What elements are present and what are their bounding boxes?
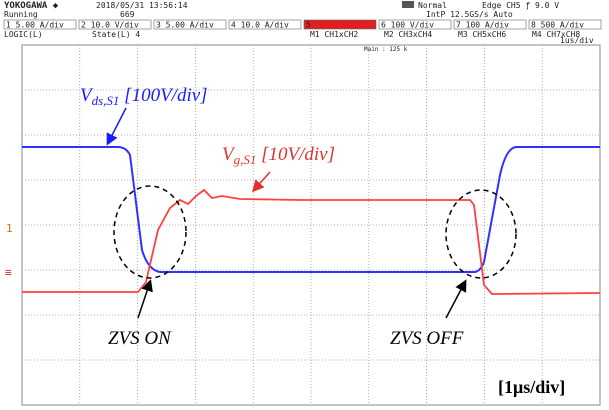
channel-setting-2: LOGIC(L) [4,30,43,39]
trigger-mode: Normal [418,1,447,10]
status: Running [4,10,38,19]
count: 669 [120,10,135,19]
channel-setting-2: State(L) 4 [92,30,140,39]
channel-setting-2: M2 CH3xCH4 [384,30,432,39]
zvs-on-label: ZVS ON [108,328,172,349]
channel-setting: 2 10.0 V/div [81,21,139,30]
vg-waveform [22,190,600,294]
channel-setting-2: M3 CH5xCH6 [458,30,506,39]
vg-label: Vg,S1 [10V/div] [222,144,335,167]
channel-setting: 3 5.00 A/div [156,21,214,30]
time-scale: [1μs/div] [498,377,565,397]
ch-marker: 1 [6,222,13,235]
zvs-off-arrow [446,282,465,318]
channel-setting: 7 100 A/div [456,21,509,30]
channel-setting: 5 [306,21,311,30]
zvs-on-arrow [138,282,150,318]
scope-screen: YOKOGAWA ◆ 2018/05/31 13:56:14 Running 6… [0,0,609,410]
channel-setting-2: M1 CH1xCH2 [310,30,358,39]
channel-setting: 6 100 V/div [381,21,434,30]
channel-setting: 4 10.0 A/div [231,21,289,30]
channel-row: 1 5.00 A/div 2 10.0 V/div 3 5.00 A/div 4 10… [4,20,601,39]
sampling: IntP 12.5GS/s Auto [426,10,513,19]
channel-setting: 8 500 A/div [531,21,584,30]
zvs-off-label: ZVS OFF [390,328,464,349]
mode-icon [402,1,414,8]
vds-arrow [108,108,126,143]
page: {"header":{"brand":"YOKOGAWA ◆","datetim… [0,0,609,410]
channel-setting: 1 5.00 A/div [6,21,64,30]
timebase: 1us/div [560,36,594,45]
datetime: 2018/05/31 13:56:14 [96,1,188,10]
main-points: Main : 125 k [364,46,408,53]
channel-box [304,20,376,29]
ref-marker: ≡ [5,266,12,279]
vds-label: Vds,S1 [100V/div] [80,85,208,108]
vg-arrow [254,172,270,190]
trigger: Edge CH5 ƒ 9.0 V [482,1,559,10]
